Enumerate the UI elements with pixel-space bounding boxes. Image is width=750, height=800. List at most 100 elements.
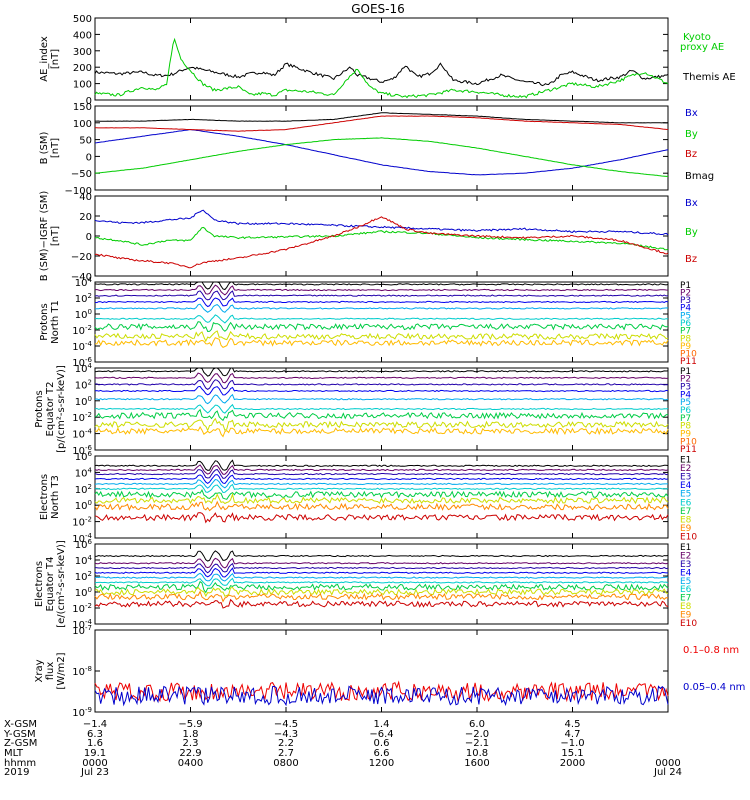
- y-tick-label: −50: [71, 169, 92, 180]
- footer-x-gsm: 6.0: [469, 719, 485, 730]
- footer-mlt: 6.6: [374, 748, 390, 759]
- y-tick-label: 200: [73, 63, 92, 74]
- y-tick-label: 40: [79, 192, 92, 203]
- series-line-e8: [94, 492, 669, 505]
- panel-5: 104 102 100 10-2 10-4 10-6 Protons Equator T2 [p…: [34, 362, 669, 457]
- footer-row-label: X-GSM: [4, 719, 37, 730]
- y-tick-label: 102: [75, 378, 92, 391]
- footer-y-gsm: −4.3: [274, 729, 298, 740]
- y-tick-label: 100: [73, 80, 92, 91]
- series-line-themis-ae: [94, 62, 669, 87]
- legend-e6: E6: [680, 585, 692, 595]
- footer-x-gsm: −1.4: [83, 719, 107, 730]
- series-line-e8: [94, 586, 669, 598]
- series-line-e4: [94, 567, 668, 578]
- y-tick-label: 100: [73, 119, 92, 130]
- series-line-e7: [94, 580, 669, 594]
- legend-e9: E9: [680, 610, 692, 620]
- footer-x-gsm: −4.5: [274, 719, 298, 730]
- footer-row-label: Z-GSM: [4, 738, 37, 749]
- legend-p7: P7: [680, 414, 691, 424]
- y-axis-label: flux: [45, 662, 56, 681]
- series-line-p2: [94, 284, 669, 296]
- footer-mlt: 15.1: [561, 748, 583, 759]
- footer-hhmm: 0400: [178, 758, 203, 769]
- series-line-p4: [94, 297, 669, 308]
- series-line-p1: [94, 281, 669, 291]
- series-line-e3: [94, 468, 669, 479]
- y-tick-label: 102: [75, 483, 92, 496]
- legend-e6: E6: [680, 498, 692, 508]
- legend-by: By: [685, 129, 698, 140]
- series-line-0-05-0-4-nm: [94, 685, 669, 707]
- y-axis-label: [nT]: [50, 138, 61, 158]
- panel-8: 10-7 10-8 10-9 Xray flux [W/m2]: [34, 624, 669, 719]
- series-line-p7: [94, 321, 669, 333]
- legend-p11: P11: [680, 445, 697, 455]
- legend-bmag: Bmag: [685, 171, 714, 182]
- series-line-e9: [94, 500, 669, 512]
- y-tick-label: 104: [75, 362, 93, 375]
- y-tick-label: 100: [75, 308, 92, 321]
- footer-y-gsm: −2.0: [465, 729, 489, 740]
- y-tick-label: 10-8: [72, 665, 92, 678]
- legend-p3: P3: [680, 296, 691, 306]
- y-tick-label: 10-6: [72, 444, 92, 457]
- legend-by: By: [685, 227, 698, 238]
- series-line-p4: [94, 385, 669, 396]
- legend-p6: P6: [680, 406, 691, 416]
- footer-hhmm: 0000: [82, 758, 107, 769]
- y-tick-label: 104: [75, 554, 93, 567]
- plot-title: GOES-16: [351, 2, 405, 16]
- y-tick-label: 150: [73, 102, 92, 113]
- y-tick-label: 10-4: [72, 618, 92, 631]
- y-tick-label: 300: [73, 47, 92, 58]
- y-tick-label: 20: [79, 212, 92, 223]
- footer-mlt: 19.1: [84, 748, 106, 759]
- series-line-by: [94, 137, 668, 177]
- y-axis-label: [W/m2]: [56, 652, 67, 689]
- legend-p2: P2: [680, 375, 691, 385]
- series-line-e10: [94, 598, 669, 609]
- legend-kyoto: Kyoto: [683, 32, 711, 43]
- legend-p8: P8: [680, 334, 691, 344]
- legend-e4: E4: [680, 568, 692, 578]
- legend-e5: E5: [680, 577, 691, 587]
- panel-6: 106 104 102 100 10-2 10-4 Electrons North T3: [39, 450, 669, 545]
- footer-z-gsm: −2.1: [465, 738, 489, 749]
- legend-p7: P7: [680, 327, 691, 337]
- footer-z-gsm: 2.3: [183, 738, 199, 749]
- footer-mlt: 22.9: [179, 748, 201, 759]
- footer-x-gsm: −5.9: [178, 719, 202, 730]
- series-line-e5: [94, 478, 668, 489]
- panel-2: 150 100 50 0 −50 −100 B (SM) [nT]: [39, 102, 669, 197]
- y-tick-label: 10-6: [72, 356, 92, 369]
- legend-bz: Bz: [685, 149, 697, 160]
- y-tick-label: −40: [71, 272, 92, 283]
- legend-xray-long: 0.1–0.8 nm: [683, 645, 739, 656]
- y-axis-label: North T3: [50, 475, 61, 519]
- series-line-e3: [94, 562, 669, 574]
- y-tick-label: 50: [79, 136, 92, 147]
- legend-p9: P9: [680, 342, 691, 352]
- y-tick-label: 10-2: [72, 602, 92, 615]
- y-tick-label: 10-4: [72, 428, 92, 441]
- series-line-bz: [94, 216, 669, 269]
- series-line-e9: [94, 590, 669, 603]
- legend-p2: P2: [680, 288, 691, 298]
- series-line-p9: [94, 337, 669, 349]
- footer-x-gsm: 4.5: [565, 719, 581, 730]
- footer-y-gsm: 6.3: [87, 729, 103, 740]
- footer-date: Jul 24: [653, 767, 682, 778]
- y-tick-label: 10-2: [72, 411, 92, 424]
- series-line-p9: [94, 425, 669, 438]
- legend-e8: E8: [680, 516, 692, 526]
- series-line-bmag: [95, 112, 669, 124]
- y-axis-label: [p/(cm²-s-sr-keV)]: [56, 365, 67, 453]
- y-tick-label: 106: [75, 450, 93, 463]
- legend-e10: E10: [680, 533, 697, 543]
- panel-frame: [94, 629, 669, 713]
- y-axis-label: AE_index: [39, 36, 50, 82]
- footer-y-gsm: 1.8: [183, 729, 199, 740]
